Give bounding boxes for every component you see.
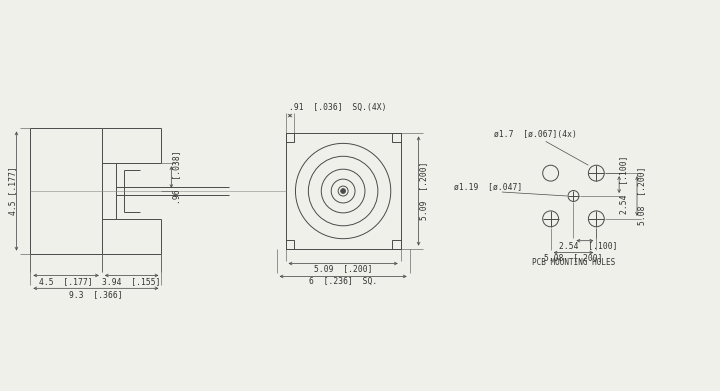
Text: 6  [.236]  SQ.: 6 [.236] SQ. — [309, 277, 377, 286]
Text: 5.08  [.200]: 5.08 [.200] — [544, 253, 603, 262]
Text: 2.54  [.100]: 2.54 [.100] — [620, 155, 629, 214]
Text: .91  [.036]  SQ.(4X): .91 [.036] SQ.(4X) — [289, 103, 387, 112]
Text: 5.08  [.200]: 5.08 [.200] — [637, 167, 647, 225]
Text: 2.54  [.100]: 2.54 [.100] — [559, 241, 617, 250]
Text: ø1.7  [ø.067](4x): ø1.7 [ø.067](4x) — [494, 131, 577, 140]
Text: 3.94  [.155]: 3.94 [.155] — [102, 277, 161, 286]
Text: .96  [.038]: .96 [.038] — [172, 150, 181, 204]
Bar — [286, 240, 294, 249]
Bar — [392, 240, 401, 249]
Bar — [286, 133, 294, 142]
Text: 4.5  [.177]: 4.5 [.177] — [40, 277, 93, 286]
Bar — [392, 133, 401, 142]
Text: 4.5 [.177]: 4.5 [.177] — [8, 167, 17, 215]
Circle shape — [341, 188, 346, 194]
Text: PCB MOUNTING HOLES: PCB MOUNTING HOLES — [532, 258, 615, 267]
Text: 5.09  [.200]: 5.09 [.200] — [419, 162, 428, 220]
Text: 5.09  [.200]: 5.09 [.200] — [314, 264, 372, 273]
Text: 9.3  [.366]: 9.3 [.366] — [69, 290, 122, 299]
Text: ø1.19  [ø.047]: ø1.19 [ø.047] — [454, 182, 523, 191]
